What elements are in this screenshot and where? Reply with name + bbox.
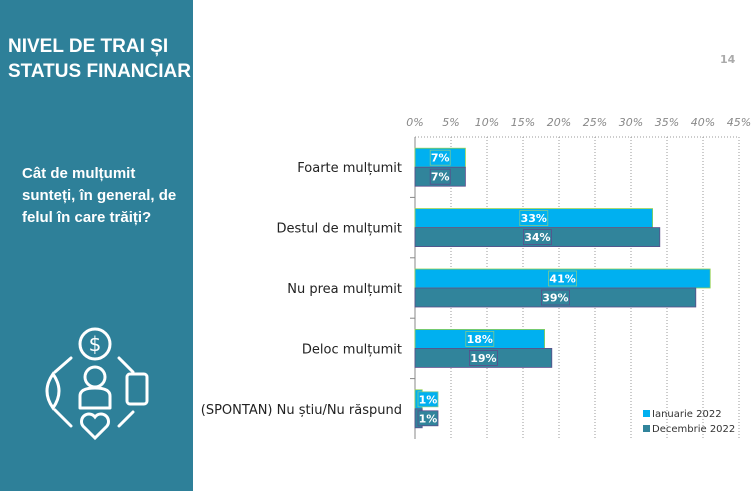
tick-label: 10% — [475, 116, 499, 129]
data-label: 7% — [431, 152, 450, 165]
data-label-box — [519, 210, 549, 227]
legend-label: Decembrie 2022 — [652, 424, 735, 435]
legend-swatch — [643, 410, 650, 417]
data-label: 33% — [521, 212, 547, 225]
tick-label: 30% — [619, 116, 643, 129]
data-label-box — [468, 349, 498, 366]
data-label-box — [523, 229, 552, 246]
svg-text:$: $ — [89, 332, 102, 356]
title-line-2: STATUS FINANCIAR — [8, 61, 191, 82]
data-label-box — [548, 270, 577, 287]
data-label-box — [465, 330, 495, 347]
tick-label: 0% — [406, 116, 423, 129]
category-label: Destul de mulțumit — [277, 222, 402, 237]
person-finance-circle-icon: $ — [45, 327, 149, 441]
title-line-1: NIVEL DE TRAI ȘI — [8, 36, 169, 57]
data-label: 1% — [419, 393, 438, 406]
data-label: 19% — [470, 352, 496, 365]
tick-label: 40% — [691, 116, 715, 129]
page-title: NIVEL DE TRAI ȘI STATUS FINANCIAR — [8, 34, 191, 84]
data-label: 7% — [431, 171, 450, 184]
tick-label: 20% — [547, 116, 571, 129]
data-label-box — [541, 289, 570, 306]
tick-label: 15% — [511, 116, 535, 129]
data-label-box — [429, 168, 451, 185]
data-label-box — [417, 391, 439, 408]
page-number: 14 — [720, 53, 736, 66]
data-label: 34% — [524, 231, 550, 244]
data-label-box — [417, 410, 439, 427]
tick-label: 45% — [727, 116, 751, 129]
data-label: 1% — [419, 412, 438, 425]
category-label: (SPONTAN) Nu știu/Nu răspund — [201, 403, 402, 418]
category-label: Deloc mulțumit — [302, 342, 402, 357]
tick-label: 35% — [655, 116, 679, 129]
legend-label: Ianuarie 2022 — [652, 409, 722, 420]
tick-label: 5% — [442, 116, 459, 129]
data-label: 41% — [549, 273, 575, 286]
category-label: Foarte mulțumit — [297, 161, 402, 176]
data-label: 18% — [467, 333, 493, 346]
data-label: 39% — [542, 292, 568, 305]
tick-label: 25% — [583, 116, 607, 129]
category-label: Nu prea mulțumit — [287, 282, 402, 297]
legend-swatch — [643, 425, 650, 432]
data-label-box — [429, 149, 451, 166]
sidebar: NIVEL DE TRAI ȘI STATUS FINANCIAR Cât de… — [0, 0, 193, 491]
survey-question: Cât de mulțumit sunteți, în general, de … — [22, 165, 177, 226]
